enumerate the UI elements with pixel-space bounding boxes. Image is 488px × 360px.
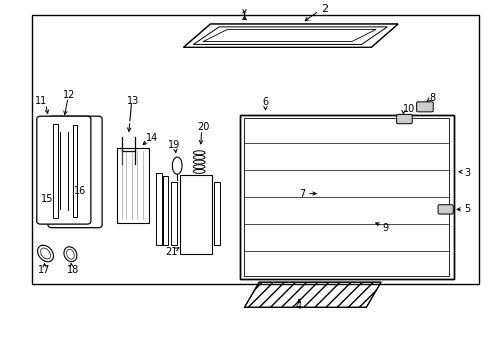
- Bar: [162, 176, 168, 244]
- Text: 12: 12: [62, 90, 75, 100]
- Text: 13: 13: [127, 96, 139, 106]
- Bar: [214, 182, 219, 244]
- Bar: [171, 182, 177, 244]
- Text: 3: 3: [463, 168, 469, 178]
- Bar: [180, 175, 211, 253]
- Text: 17: 17: [39, 265, 51, 275]
- Text: 14: 14: [145, 133, 158, 143]
- Text: 8: 8: [428, 93, 434, 103]
- FancyBboxPatch shape: [37, 116, 91, 224]
- Polygon shape: [183, 24, 397, 47]
- Text: 4: 4: [295, 301, 302, 311]
- Text: 18: 18: [66, 265, 79, 275]
- Ellipse shape: [172, 157, 182, 174]
- Text: 7: 7: [298, 189, 305, 199]
- Bar: [32, 15, 478, 284]
- Text: 20: 20: [197, 122, 209, 132]
- Ellipse shape: [38, 245, 53, 262]
- Text: 19: 19: [167, 140, 180, 150]
- Ellipse shape: [193, 165, 204, 169]
- Ellipse shape: [193, 160, 204, 164]
- Bar: [156, 173, 161, 244]
- Polygon shape: [239, 116, 453, 279]
- Bar: [73, 125, 77, 217]
- FancyBboxPatch shape: [48, 116, 102, 228]
- Text: 2: 2: [321, 4, 328, 14]
- Text: 5: 5: [463, 204, 469, 215]
- Bar: [53, 125, 58, 218]
- Polygon shape: [117, 148, 149, 223]
- Ellipse shape: [193, 156, 204, 159]
- Text: 1: 1: [241, 12, 247, 22]
- Polygon shape: [203, 30, 375, 41]
- Ellipse shape: [64, 247, 77, 262]
- Ellipse shape: [193, 151, 204, 155]
- Ellipse shape: [193, 170, 204, 174]
- FancyBboxPatch shape: [416, 102, 432, 112]
- Text: 11: 11: [35, 96, 47, 106]
- Text: 15: 15: [41, 194, 53, 204]
- Text: 21: 21: [165, 247, 177, 257]
- Text: 6: 6: [262, 97, 268, 107]
- Text: 10: 10: [403, 104, 415, 114]
- Text: 9: 9: [382, 224, 388, 233]
- FancyBboxPatch shape: [396, 114, 411, 124]
- FancyBboxPatch shape: [437, 205, 452, 214]
- Text: 16: 16: [73, 186, 85, 197]
